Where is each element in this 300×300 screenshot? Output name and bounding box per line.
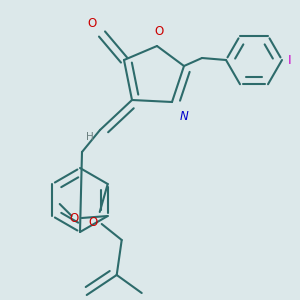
Text: O: O [154, 25, 164, 38]
Text: I: I [288, 53, 292, 67]
Text: N: N [180, 110, 189, 123]
Text: H: H [86, 132, 94, 142]
Text: O: O [88, 216, 98, 229]
Text: O: O [70, 212, 79, 224]
Text: O: O [88, 17, 97, 30]
